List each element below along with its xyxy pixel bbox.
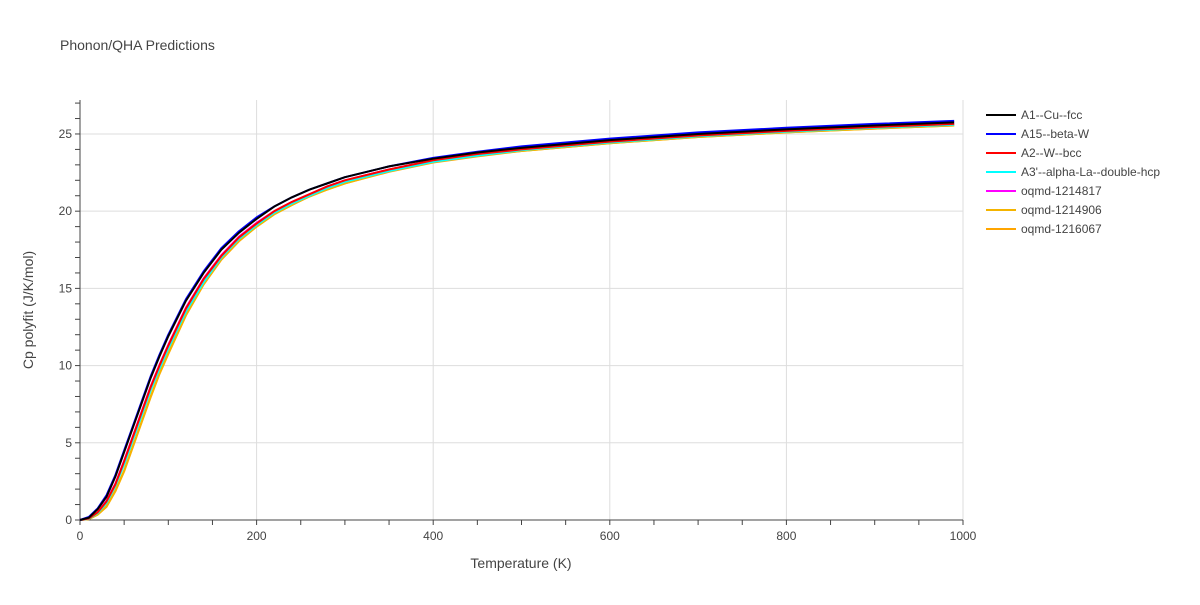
legend-label: A15--beta-W: [1021, 127, 1090, 141]
legend-item[interactable]: oqmd-1216067: [986, 222, 1102, 236]
x-axis-label: Temperature (K): [470, 555, 571, 571]
x-tick-label: 400: [423, 529, 443, 543]
legend-label: A3'--alpha-La--double-hcp: [1021, 165, 1160, 179]
x-tick-label: 800: [776, 529, 796, 543]
x-tick-label: 200: [247, 529, 267, 543]
y-tick-labels: 0 5 10 15 20 25: [59, 127, 73, 527]
series-line: [79, 124, 955, 521]
legend-item[interactable]: A2--W--bcc: [986, 146, 1081, 160]
series-line: [79, 122, 955, 521]
series-lines: [79, 119, 955, 521]
x-tick-labels: 0 200 400 600 800 1000: [77, 529, 977, 543]
y-tick-label: 25: [59, 127, 73, 141]
legend-item[interactable]: A15--beta-W: [986, 127, 1090, 141]
x-tick-label: 600: [600, 529, 620, 543]
legend-item[interactable]: A1--Cu--fcc: [986, 108, 1082, 122]
series-line: [79, 123, 955, 521]
series-line: [79, 124, 955, 521]
legend-item[interactable]: oqmd-1214906: [986, 203, 1102, 217]
y-tick-label: 20: [59, 204, 73, 218]
series-line: [79, 122, 955, 521]
y-tick-label: 0: [65, 513, 72, 527]
chart-title: Phonon/QHA Predictions: [60, 37, 215, 53]
legend-label: A1--Cu--fcc: [1021, 108, 1082, 122]
x-tick-label: 0: [77, 529, 84, 543]
grid-lines: [80, 100, 964, 520]
minor-ticks: [75, 102, 964, 525]
legend-label: oqmd-1214817: [1021, 184, 1102, 198]
y-tick-label: 10: [59, 359, 73, 373]
series-line: [79, 121, 955, 521]
legend[interactable]: A1--Cu--fcc A15--beta-W A2--W--bcc A3'--alp…: [986, 108, 1160, 236]
series-line: [79, 119, 955, 521]
legend-item[interactable]: oqmd-1214817: [986, 184, 1102, 198]
axes: [79, 100, 963, 521]
legend-item[interactable]: A3'--alpha-La--double-hcp: [986, 165, 1160, 179]
y-tick-label: 15: [59, 281, 73, 295]
legend-label: A2--W--bcc: [1021, 146, 1081, 160]
y-axis-label: Cp polyfit (J/K/mol): [20, 251, 36, 369]
legend-label: oqmd-1216067: [1021, 222, 1102, 236]
x-tick-label: 1000: [950, 529, 977, 543]
y-tick-label: 5: [65, 436, 72, 450]
legend-label: oqmd-1214906: [1021, 203, 1102, 217]
